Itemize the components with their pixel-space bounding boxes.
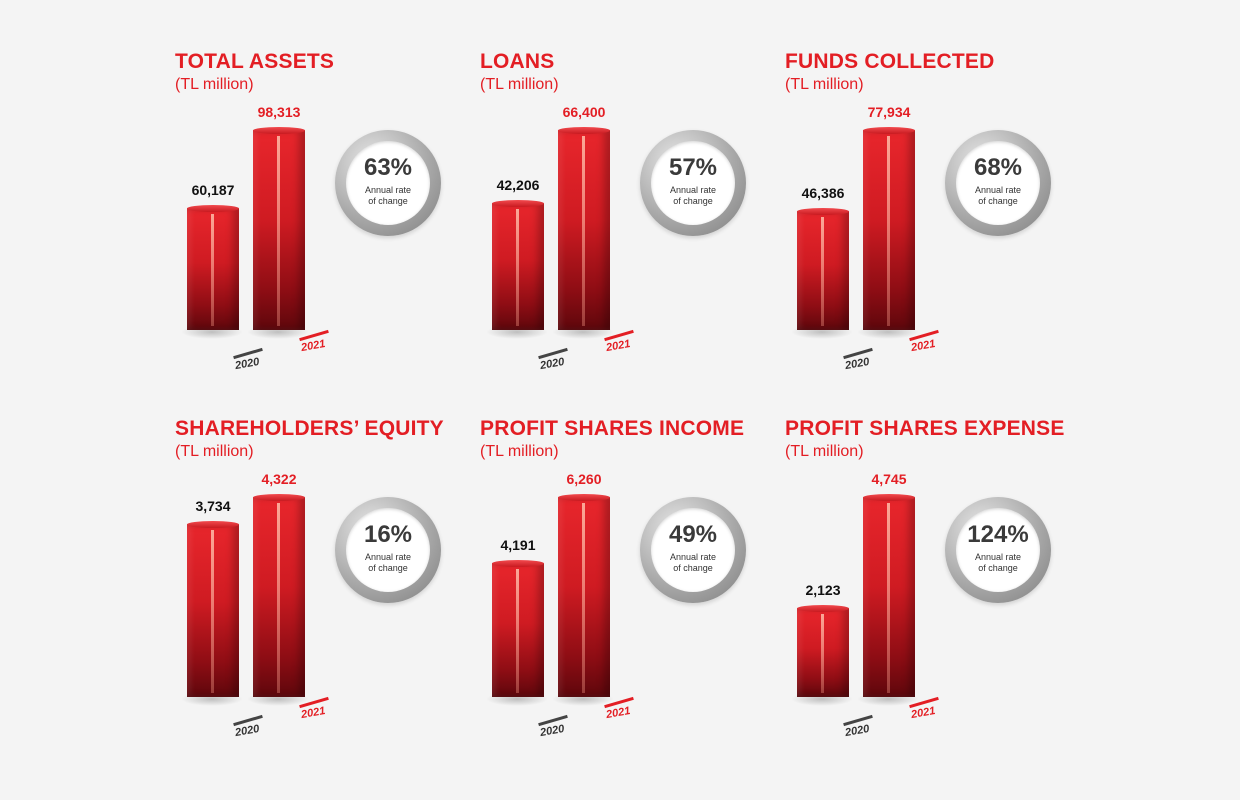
bar-2020 xyxy=(797,211,849,330)
chart-unit: (TL million) xyxy=(175,76,254,93)
chart-title: FUNDS COLLECTED xyxy=(785,50,995,73)
chart-title: PROFIT SHARES INCOME xyxy=(480,417,745,440)
chart-unit: (TL million) xyxy=(480,76,559,93)
bar-2021 xyxy=(253,130,305,330)
chart-panel: PROFIT SHARES INCOME (TL million) 4,191 202… xyxy=(480,417,780,757)
bar-2021 xyxy=(558,130,610,330)
bar-top xyxy=(187,205,239,212)
rate-label: Annual rate of change xyxy=(974,552,1022,573)
rate-badge-inner: 57% Annual rate of change xyxy=(651,141,735,225)
year-label: 2021 xyxy=(910,704,937,722)
chart-panel: PROFIT SHARES EXPENSE (TL million) 2,123 20… xyxy=(785,417,1085,757)
bar-top xyxy=(863,494,915,501)
rate-percentage: 124% xyxy=(967,521,1029,548)
bar-2020 xyxy=(187,208,239,330)
year-label: 2021 xyxy=(300,337,327,355)
bar-value-label: 2,123 xyxy=(805,582,841,598)
year-label: 2020 xyxy=(844,722,871,740)
rate-of-change-badge: 68% Annual rate of change xyxy=(945,130,1051,236)
rate-percentage: 63% xyxy=(363,154,413,181)
bar-value-label: 4,745 xyxy=(871,471,907,487)
chart-title: SHAREHOLDERS’ EQUITY xyxy=(175,417,444,440)
chart-unit: (TL million) xyxy=(175,443,254,460)
bar-value-label: 66,400 xyxy=(562,104,606,120)
bar-2020 xyxy=(492,563,544,697)
rate-of-change-badge: 16% Annual rate of change xyxy=(335,497,441,603)
bar-top xyxy=(253,494,305,501)
rate-label: Annual rate of change xyxy=(974,185,1022,206)
bar-top xyxy=(492,200,544,207)
chart-unit: (TL million) xyxy=(480,443,559,460)
bar-value-label: 60,187 xyxy=(191,182,235,198)
year-label: 2020 xyxy=(234,355,261,373)
chart-panel: TOTAL ASSETS (TL million) 60,187 2020 98,313… xyxy=(175,50,475,390)
chart-title: TOTAL ASSETS xyxy=(175,50,335,73)
year-label: 2021 xyxy=(605,337,632,355)
bar-value-label: 46,386 xyxy=(801,185,845,201)
bar-value-label: 4,322 xyxy=(261,471,297,487)
bar-2021 xyxy=(863,497,915,697)
bar-value-label: 77,934 xyxy=(867,104,911,120)
rate-percentage: 68% xyxy=(973,154,1023,181)
year-label: 2020 xyxy=(539,722,566,740)
chart-title: PROFIT SHARES EXPENSE xyxy=(785,417,1065,440)
rate-of-change-badge: 63% Annual rate of change xyxy=(335,130,441,236)
chart-panel: SHAREHOLDERS’ EQUITY (TL million) 3,734 202… xyxy=(175,417,475,757)
bar-top xyxy=(797,605,849,612)
rate-label: Annual rate of change xyxy=(364,552,412,573)
bar-2021 xyxy=(558,497,610,697)
year-label: 2020 xyxy=(844,355,871,373)
year-label: 2020 xyxy=(234,722,261,740)
bar-value-label: 6,260 xyxy=(566,471,602,487)
chart-unit: (TL million) xyxy=(785,76,864,93)
rate-percentage: 49% xyxy=(668,521,718,548)
rate-label: Annual rate of change xyxy=(364,185,412,206)
bar-2020 xyxy=(797,608,849,697)
rate-label: Annual rate of change xyxy=(669,552,717,573)
rate-badge-inner: 63% Annual rate of change xyxy=(346,141,430,225)
year-label: 2021 xyxy=(605,704,632,722)
year-label: 2020 xyxy=(539,355,566,373)
bar-top xyxy=(797,208,849,215)
chart-panel: LOANS (TL million) 42,206 2020 66,400 2021 57%… xyxy=(480,50,780,390)
rate-badge-inner: 16% Annual rate of change xyxy=(346,508,430,592)
rate-percentage: 16% xyxy=(363,521,413,548)
bar-top xyxy=(558,494,610,501)
bar-top xyxy=(187,521,239,528)
rate-of-change-badge: 57% Annual rate of change xyxy=(640,130,746,236)
bar-value-label: 98,313 xyxy=(257,104,301,120)
bar-top xyxy=(863,127,915,134)
bar-top xyxy=(253,127,305,134)
bar-value-label: 4,191 xyxy=(500,537,536,553)
bar-top xyxy=(558,127,610,134)
bar-top xyxy=(492,560,544,567)
rate-badge-inner: 68% Annual rate of change xyxy=(956,141,1040,225)
rate-badge-inner: 49% Annual rate of change xyxy=(651,508,735,592)
chart-unit: (TL million) xyxy=(785,443,864,460)
rate-of-change-badge: 124% Annual rate of change xyxy=(945,497,1051,603)
bar-2021 xyxy=(253,497,305,697)
bar-value-label: 42,206 xyxy=(496,177,540,193)
rate-percentage: 57% xyxy=(668,154,718,181)
chart-panel: FUNDS COLLECTED (TL million) 46,386 2020 77,… xyxy=(785,50,1085,390)
bar-2020 xyxy=(492,203,544,330)
rate-badge-inner: 124% Annual rate of change xyxy=(956,508,1040,592)
year-label: 2021 xyxy=(910,337,937,355)
chart-title: LOANS xyxy=(480,50,555,73)
rate-label: Annual rate of change xyxy=(669,185,717,206)
rate-of-change-badge: 49% Annual rate of change xyxy=(640,497,746,603)
bar-2020 xyxy=(187,524,239,697)
bar-value-label: 3,734 xyxy=(195,498,231,514)
bar-2021 xyxy=(863,130,915,330)
year-label: 2021 xyxy=(300,704,327,722)
